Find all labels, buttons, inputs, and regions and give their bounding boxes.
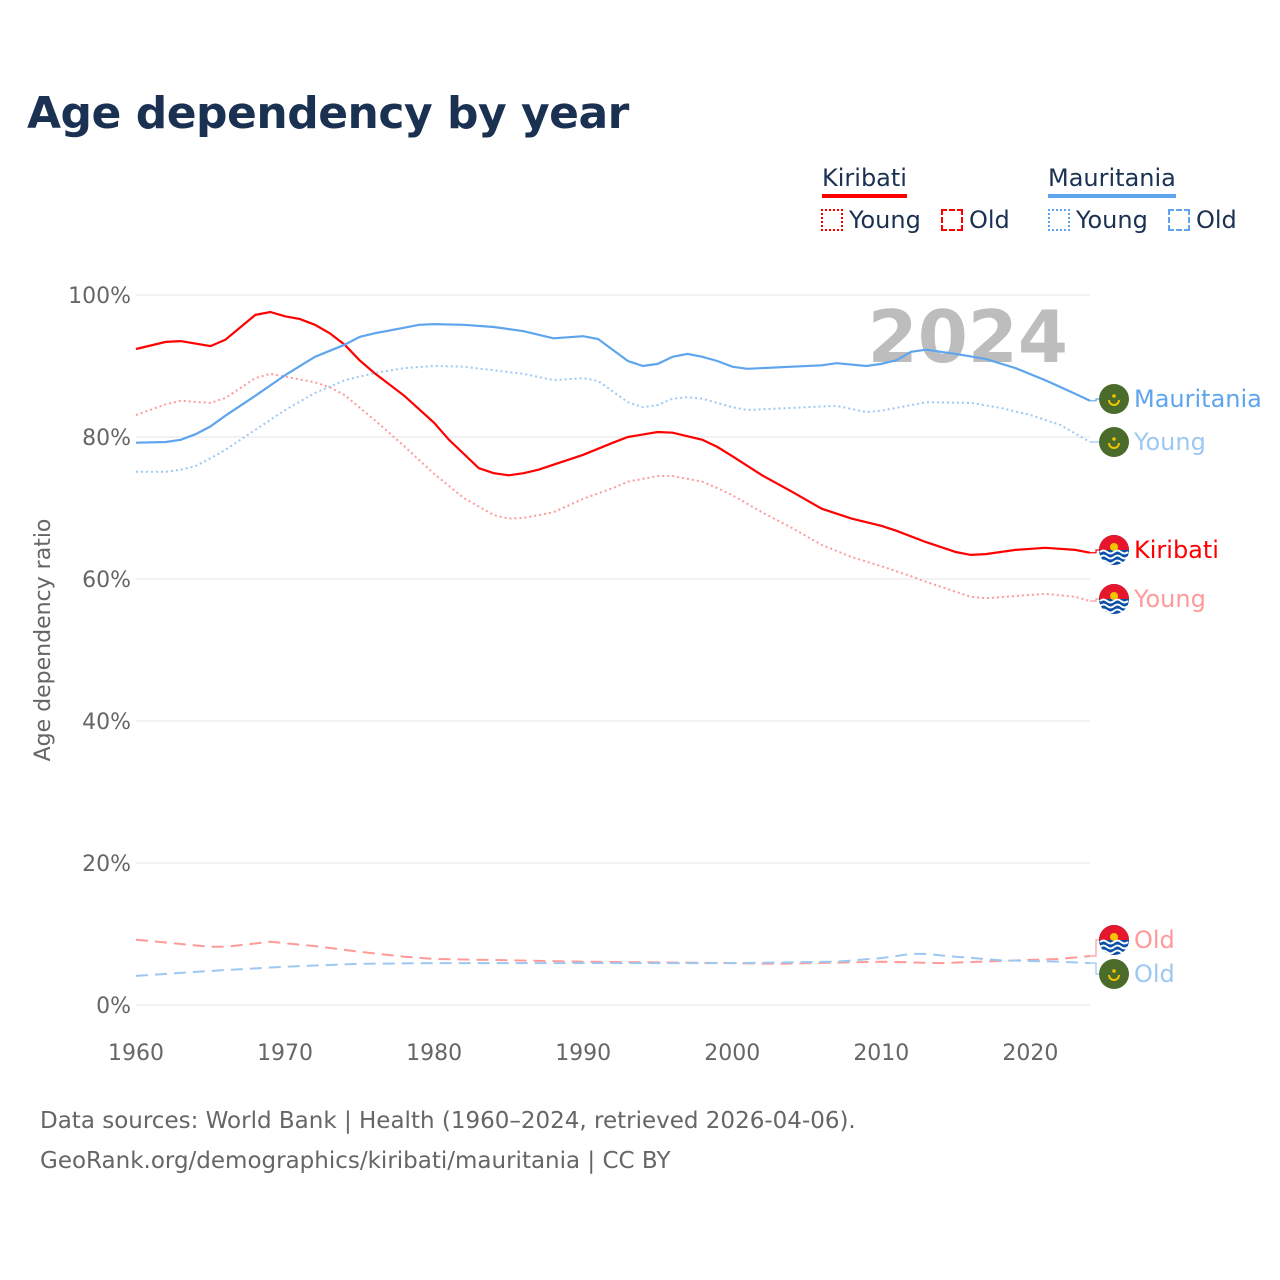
flag-part xyxy=(1099,608,1129,614)
flag-part xyxy=(1099,925,1129,940)
y-tick-label: 40% xyxy=(82,710,131,735)
x-tick-label: 1980 xyxy=(406,1041,462,1066)
legend-mauritania-young: Young xyxy=(1048,206,1148,234)
flag-part xyxy=(1108,442,1120,449)
y-tick-label: 20% xyxy=(82,852,131,877)
legend-mauritania-old: Old xyxy=(1168,206,1237,234)
legend-label: Old xyxy=(969,206,1010,234)
legend-kiribati-old: Old xyxy=(941,206,1010,234)
y-tick-label: 100% xyxy=(68,284,131,309)
dotted-swatch-icon xyxy=(1048,209,1070,231)
flag-part xyxy=(1108,974,1120,981)
x-tick-label: 2010 xyxy=(853,1041,909,1066)
legend-mauritania: Mauritania xyxy=(1048,164,1176,198)
end-label: Young xyxy=(1133,585,1206,613)
flag-part xyxy=(1099,535,1129,550)
x-tick-label: 1970 xyxy=(257,1041,313,1066)
chart-title: Age dependency by year xyxy=(27,88,629,139)
flag-part xyxy=(1099,554,1129,560)
mauritania-flag-icon xyxy=(1099,959,1129,989)
legend-label: Young xyxy=(1076,206,1148,234)
flag-part xyxy=(1099,603,1129,609)
y-axis-label: Age dependency ratio xyxy=(31,519,56,762)
x-tick-label: 2020 xyxy=(1002,1041,1058,1066)
flag-part xyxy=(1099,944,1129,950)
line-chart: 0% 20% 40% 60% 80% 100% 1960 1970 1980 1990 2000 20… xyxy=(31,284,1262,1066)
series-line-kiribati xyxy=(135,310,1091,557)
series-line-mauritania-old xyxy=(135,952,1091,977)
flag-part xyxy=(1110,592,1118,600)
flag-part xyxy=(1099,559,1129,565)
end-label: Old xyxy=(1134,960,1175,988)
flag-part xyxy=(1112,437,1116,441)
x-tick-label: 2000 xyxy=(704,1041,760,1066)
year-watermark: 2024 xyxy=(868,295,1068,379)
source-line-2: GeoRank.org/demographics/kiribati/maurit… xyxy=(40,1148,671,1174)
flag-part xyxy=(1099,584,1129,599)
mauritania-flag-icon xyxy=(1099,427,1129,457)
legend-kiribati-young: Young xyxy=(821,206,921,234)
flag-part xyxy=(1110,543,1118,551)
flag-part xyxy=(1099,949,1129,955)
y-tick-label: 80% xyxy=(82,426,131,451)
series-line-mauritania xyxy=(135,322,1091,444)
legend-label: Old xyxy=(1196,206,1237,234)
flag-part xyxy=(1108,399,1120,406)
y-tick-label: 60% xyxy=(82,568,131,593)
flag-part xyxy=(1099,939,1129,945)
dashed-swatch-icon xyxy=(1168,209,1190,231)
x-tick-label: 1990 xyxy=(555,1041,611,1066)
flag-part xyxy=(1099,549,1129,555)
legend-kiribati: Kiribati xyxy=(822,164,907,198)
dashed-swatch-icon xyxy=(941,209,963,231)
end-label: Old xyxy=(1134,926,1175,954)
mauritania-flag-icon xyxy=(1099,384,1129,414)
dotted-swatch-icon xyxy=(821,209,843,231)
legend-label: Young xyxy=(849,206,921,234)
series-line-mauritania-young xyxy=(136,364,1091,473)
source-line-1: Data sources: World Bank | Health (1960–… xyxy=(40,1108,856,1134)
flag-part xyxy=(1110,933,1118,941)
end-label: Young xyxy=(1133,428,1206,456)
flag-part xyxy=(1112,394,1116,398)
end-label: Kiribati xyxy=(1134,536,1219,564)
flag-part xyxy=(1112,969,1116,973)
x-tick-label: 1960 xyxy=(108,1041,164,1066)
end-label: Mauritania xyxy=(1134,385,1262,413)
series-line-kiribati-young xyxy=(135,372,1091,602)
flag-part xyxy=(1099,598,1129,604)
y-tick-label: 0% xyxy=(96,994,131,1019)
series-line-kiribati-old xyxy=(135,938,1091,965)
